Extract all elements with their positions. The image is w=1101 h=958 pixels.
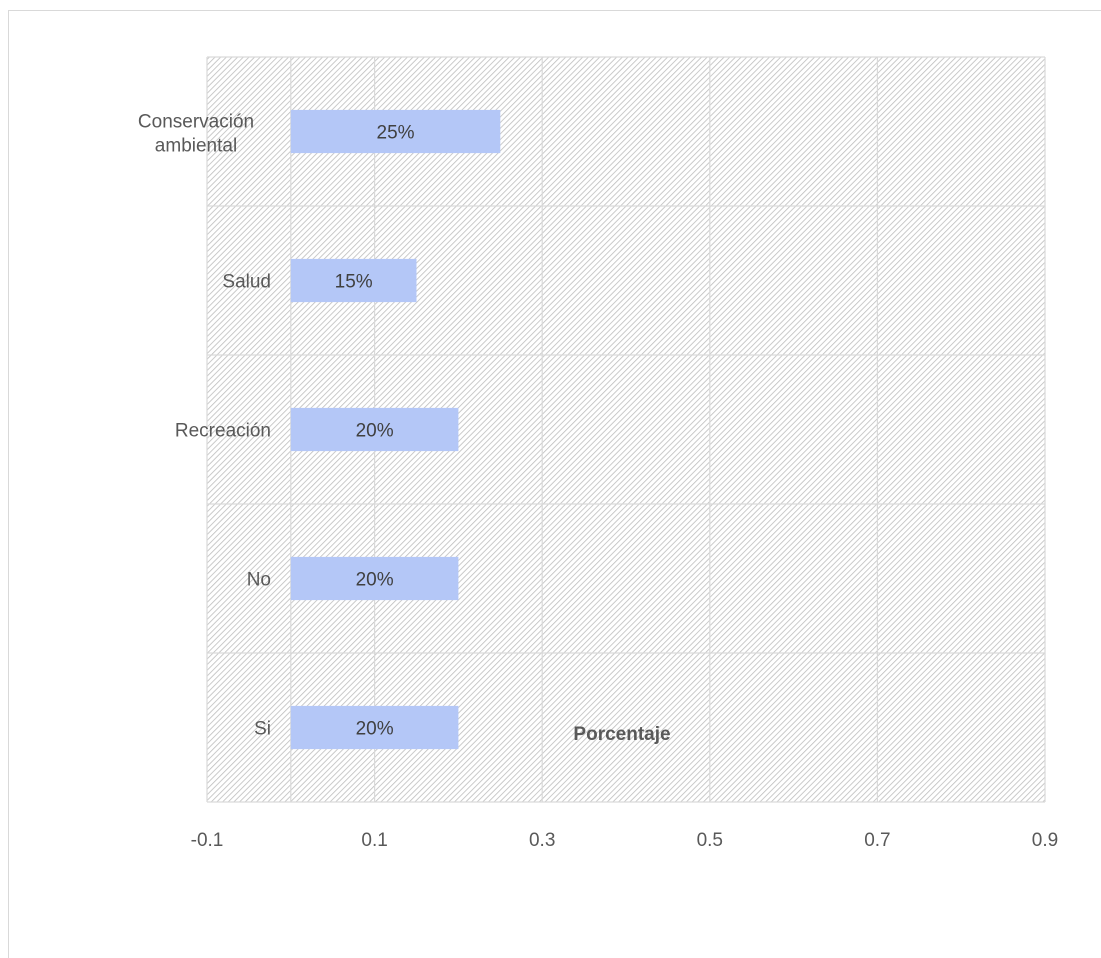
x-tick-label: -0.1: [191, 830, 224, 851]
data-label: 15%: [335, 272, 373, 293]
x-tick-label: 0.9: [1032, 830, 1058, 851]
data-label: 20%: [356, 421, 394, 442]
bar: [290, 258, 417, 303]
category-label: No: [247, 570, 271, 591]
x-axis-title: Porcentaje: [573, 724, 670, 745]
x-tick-label: 0.5: [697, 830, 723, 851]
category-label: Recreación: [175, 421, 271, 442]
data-label: 20%: [356, 570, 394, 591]
x-tick-label: 0.7: [864, 830, 890, 851]
x-tick-label: 0.1: [361, 830, 387, 851]
data-label: 25%: [377, 123, 415, 144]
chart-frame: [8, 10, 1101, 958]
bar: [290, 705, 459, 750]
bar: [290, 109, 501, 154]
bar: [290, 556, 459, 601]
category-label: Salud: [222, 272, 271, 293]
bar: [290, 407, 459, 452]
category-label: Conservación ambiental: [138, 112, 254, 157]
x-tick-label: 0.3: [529, 830, 555, 851]
data-label: 20%: [356, 719, 394, 740]
category-label: Si: [254, 719, 271, 740]
